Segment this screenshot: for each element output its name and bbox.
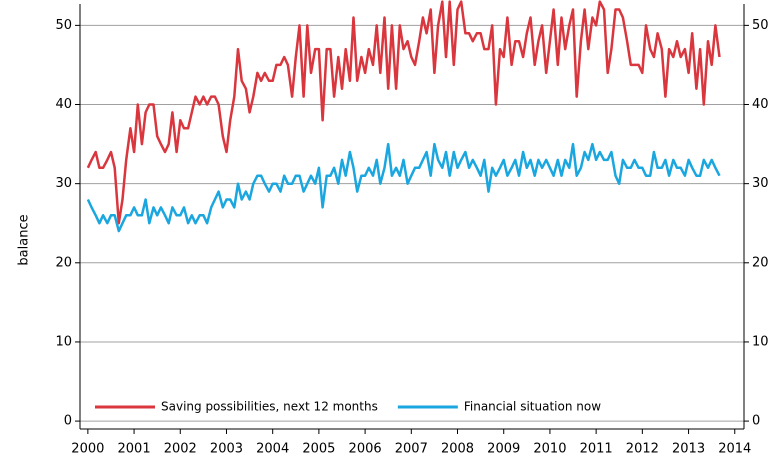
x-tick-label: 2013	[672, 442, 705, 457]
y-tick-label: 0	[64, 414, 72, 429]
y2-tick-label: 50	[752, 18, 769, 33]
y-tick-label: 40	[55, 97, 72, 112]
data-line	[86, 142, 721, 233]
y-axis-label: balance	[17, 214, 32, 265]
x-tick-label: 2014	[718, 442, 751, 457]
x-tick-label: 2001	[118, 442, 151, 457]
y2-tick-label: 30	[752, 176, 769, 191]
x-tick-label: 2004	[256, 442, 289, 457]
x-tick-label: 2007	[395, 442, 428, 457]
x-tick-label: 2011	[580, 442, 613, 457]
legend-label: Financial situation now	[464, 400, 601, 414]
x-tick-label: 2006	[349, 442, 382, 457]
x-tick-label: 2003	[210, 442, 243, 457]
y2-tick-label: 40	[752, 97, 769, 112]
x-tick-label: 2002	[164, 442, 197, 457]
x-tick-label: 2000	[71, 442, 104, 457]
x-tick-label: 2012	[626, 442, 659, 457]
y2-tick-label: 10	[752, 334, 769, 349]
y-tick-label: 10	[55, 334, 72, 349]
x-tick-label: 2005	[302, 442, 335, 457]
x-tick-label: 2009	[487, 442, 520, 457]
x-tick-label: 2010	[533, 442, 566, 457]
y-tick-label: 30	[55, 176, 72, 191]
x-tick-label: 2008	[441, 442, 474, 457]
y2-tick-label: 0	[752, 414, 760, 429]
y-tick-label: 20	[55, 255, 72, 270]
data-line	[86, 0, 721, 225]
y2-tick-label: 20	[752, 255, 769, 270]
legend-label: Saving possibilities, next 12 months	[161, 400, 378, 414]
y-tick-label: 50	[55, 18, 72, 33]
